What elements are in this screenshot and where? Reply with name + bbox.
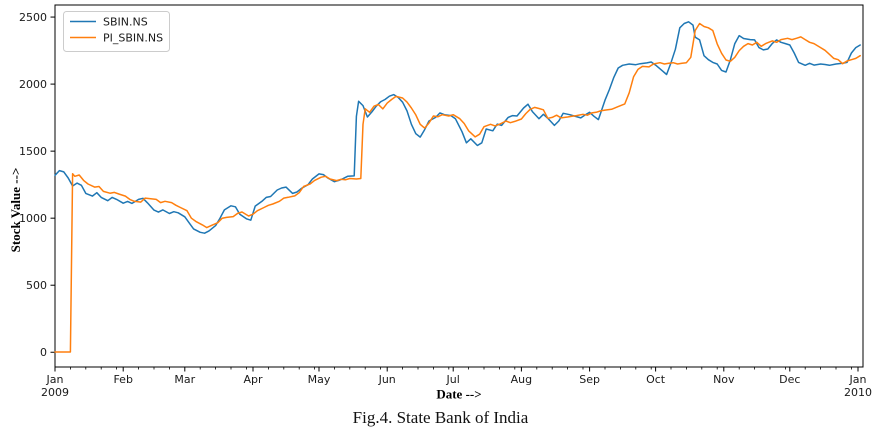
- y-tick-label: 2000: [19, 78, 47, 91]
- y-axis: 0 500 1000 1500 2000 2500: [19, 11, 55, 359]
- x-tick-label: Oct: [646, 373, 666, 386]
- y-tick-label: 500: [26, 279, 47, 292]
- x-tick-label: Aug: [511, 373, 532, 386]
- x-tick-sublabel: 2010: [844, 386, 872, 399]
- legend: SBIN.NS PI_SBIN.NS: [63, 11, 170, 52]
- series-line-pi-sbin-ns: [54, 22, 861, 353]
- x-tick-label: Jan: [849, 373, 867, 386]
- x-tick-label: Nov: [713, 373, 735, 386]
- legend-label: SBIN.NS: [103, 15, 148, 28]
- figure-caption: Fig.4. State Bank of India: [352, 408, 529, 427]
- x-axis-label: Date -->: [436, 387, 481, 402]
- x-tick-label: Feb: [113, 373, 132, 386]
- y-tick-label: 1500: [19, 145, 47, 158]
- y-tick-label: 0: [40, 346, 47, 359]
- x-tick-label: May: [308, 373, 331, 386]
- x-tick-label: Sep: [579, 373, 600, 386]
- x-tick-label: Dec: [779, 373, 800, 386]
- x-tick-label: Mar: [174, 373, 195, 386]
- x-tick-label: Apr: [243, 373, 263, 386]
- y-axis-label: Stock Value -->: [8, 168, 23, 253]
- x-tick-label: Jun: [378, 373, 396, 386]
- x-tick-label: Jan: [46, 373, 64, 386]
- x-tick-sublabel: 2009: [41, 386, 69, 399]
- x-tick-label: Jul: [446, 373, 460, 386]
- series-line-sbin-ns: [54, 21, 861, 234]
- y-tick-label: 2500: [19, 11, 47, 24]
- plot-frame: [54, 4, 864, 368]
- y-tick-label: 1000: [19, 212, 47, 225]
- legend-label: PI_SBIN.NS: [103, 31, 163, 44]
